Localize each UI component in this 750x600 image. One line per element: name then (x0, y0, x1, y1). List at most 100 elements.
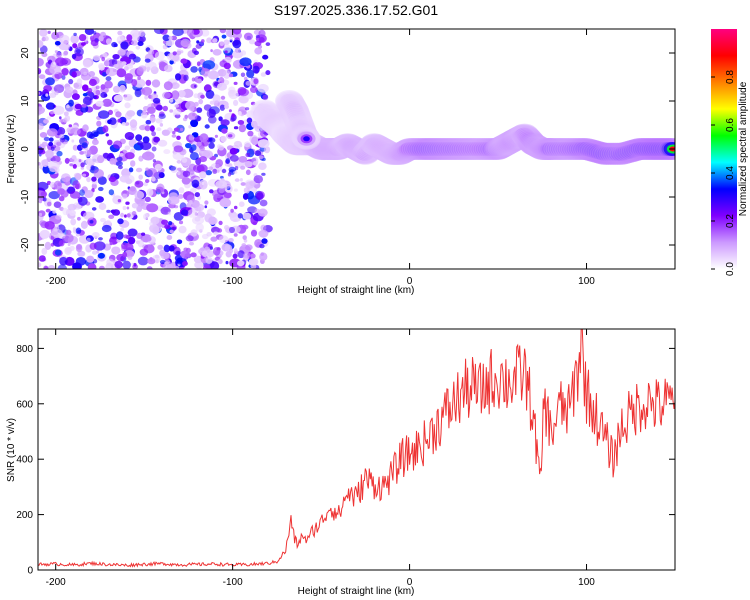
noise-speckle (255, 192, 264, 201)
noise-speckle (121, 242, 128, 250)
noise-speckle (257, 83, 269, 93)
noise-speckle (90, 165, 95, 171)
noise-speckle (38, 91, 41, 95)
noise-speckle (251, 156, 259, 166)
noise-speckle (233, 170, 238, 174)
noise-speckle (143, 244, 155, 254)
noise-speckle (140, 141, 152, 151)
noise-speckle (71, 71, 77, 78)
noise-speckle (43, 136, 50, 142)
noise-speckle (189, 241, 194, 246)
noise-speckle (204, 200, 209, 205)
noise-speckle (163, 262, 174, 269)
noise-speckle (57, 188, 66, 195)
noise-speckle (219, 198, 232, 208)
noise-speckle (59, 116, 62, 120)
noise-speckle (85, 158, 93, 165)
noise-speckle (238, 156, 248, 163)
noise-speckle (102, 152, 110, 159)
noise-speckle (207, 70, 219, 80)
noise-speckle (48, 141, 54, 147)
noise-speckle (80, 162, 85, 168)
noise-speckle (69, 156, 78, 163)
noise-speckle (172, 108, 182, 116)
y-tick-label: -10 (20, 189, 31, 204)
noise-speckle (100, 92, 108, 98)
noise-speckle (124, 214, 127, 218)
noise-speckle (176, 50, 182, 56)
noise-speckle (38, 212, 43, 217)
noise-speckle (206, 37, 213, 44)
noise-speckle (100, 217, 106, 223)
noise-speckle (147, 49, 155, 56)
y-tick-label: 400 (16, 455, 33, 466)
noise-speckle (126, 213, 131, 218)
noise-speckle (172, 130, 176, 135)
noise-speckle (59, 256, 68, 266)
noise-speckle (147, 257, 156, 265)
noise-speckle (47, 30, 51, 34)
noise-speckle (120, 212, 125, 218)
noise-speckle (217, 228, 223, 233)
noise-speckle (240, 72, 246, 78)
noise-speckle (119, 116, 127, 124)
noise-speckle (245, 80, 252, 86)
x-tick-label: 100 (578, 577, 595, 588)
noise-speckle (188, 134, 195, 141)
noise-speckle (251, 120, 258, 128)
noise-speckle (68, 99, 74, 107)
noise-speckle (154, 254, 160, 259)
noise-speckle (260, 224, 267, 231)
noise-speckle (61, 173, 71, 183)
noise-speckle (176, 257, 183, 265)
noise-speckle (67, 203, 77, 211)
noise-speckle (147, 106, 156, 114)
noise-speckle (212, 168, 218, 174)
noise-speckle (69, 191, 81, 199)
spectrogram-y-label: Frequency (Hz) (6, 115, 17, 184)
noise-speckle (38, 146, 44, 155)
noise-speckle (243, 76, 248, 81)
noise-speckle (243, 161, 253, 168)
noise-speckle (92, 250, 98, 255)
noise-speckle (113, 85, 121, 93)
noise-speckle (62, 117, 68, 123)
noise-speckle (80, 166, 85, 170)
noise-speckle (133, 30, 140, 38)
noise-speckle (254, 150, 262, 157)
noise-speckle (193, 93, 199, 99)
noise-speckle (90, 39, 99, 47)
noise-speckle (233, 188, 238, 192)
noise-speckle (45, 149, 54, 159)
noise-speckle (87, 263, 97, 269)
noise-speckle (242, 235, 247, 241)
noise-speckle (209, 189, 214, 194)
noise-speckle (49, 166, 58, 173)
noise-speckle (105, 133, 109, 137)
noise-speckle (167, 211, 171, 216)
spectrogram-image (38, 29, 675, 269)
noise-speckle (177, 167, 182, 171)
noise-speckle (56, 51, 62, 58)
noise-speckle (54, 50, 59, 54)
noise-speckle (208, 166, 214, 171)
noise-speckle (221, 168, 227, 174)
noise-speckle (38, 199, 43, 204)
noise-speckle (151, 79, 161, 88)
noise-speckle (164, 224, 171, 230)
noise-speckle (243, 32, 253, 41)
noise-speckle (114, 260, 123, 269)
noise-speckle (111, 58, 118, 66)
noise-speckle (127, 228, 138, 237)
noise-speckle (70, 127, 81, 136)
noise-speckle (98, 64, 105, 71)
noise-speckle (42, 159, 49, 168)
noise-speckle (178, 220, 184, 225)
noise-speckle (157, 244, 164, 250)
noise-speckle (196, 78, 202, 84)
noise-speckle (78, 159, 82, 163)
noise-speckle (144, 125, 151, 132)
noise-speckle (228, 73, 234, 78)
noise-speckle (124, 102, 131, 109)
